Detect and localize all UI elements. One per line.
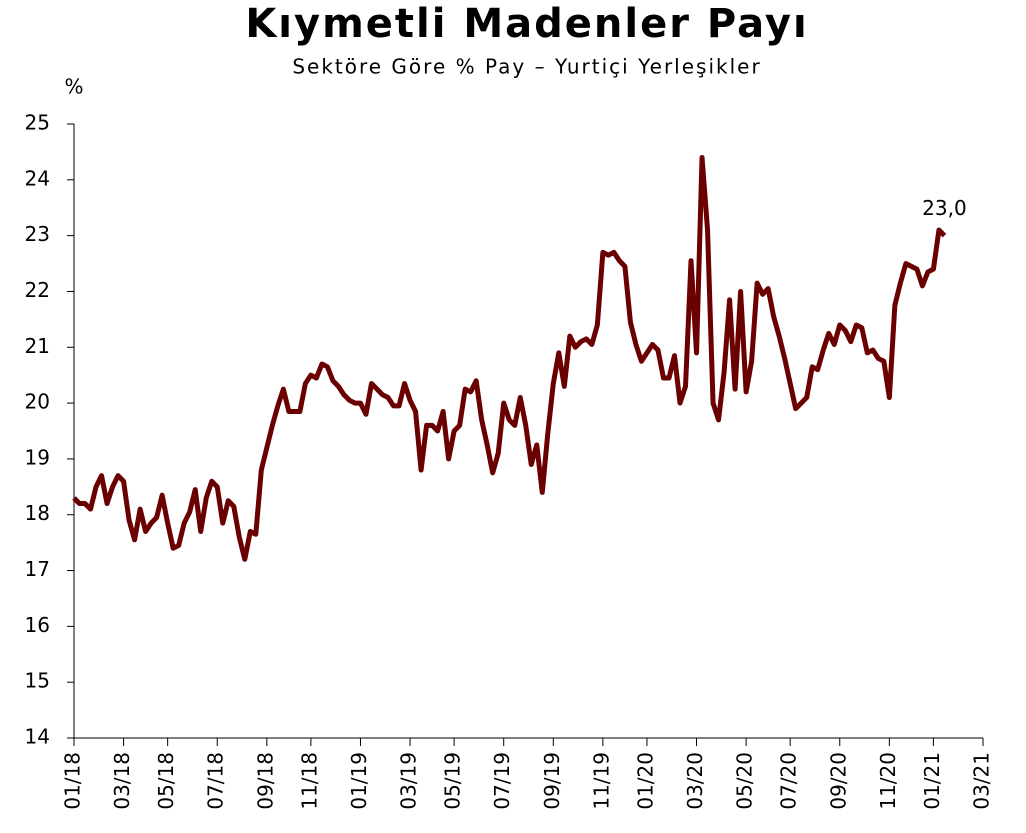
chart-title: Kıymetli Madenler Payı bbox=[245, 1, 808, 47]
y-tick-label: 14 bbox=[25, 725, 50, 749]
y-tick-label: 25 bbox=[25, 111, 50, 135]
x-tick-label: 09/20 bbox=[826, 752, 850, 810]
x-tick-label: 03/21 bbox=[970, 752, 994, 810]
x-tick-label: 11/19 bbox=[589, 752, 613, 810]
x-tick-label: 03/20 bbox=[683, 752, 707, 810]
x-tick-label: 07/18 bbox=[204, 752, 228, 810]
y-tick-label: 21 bbox=[25, 334, 50, 358]
x-tick-label: 07/20 bbox=[777, 752, 801, 810]
x-tick-label: 03/18 bbox=[110, 752, 134, 810]
y-axis-label: % bbox=[64, 75, 83, 99]
y-tick-label: 18 bbox=[25, 501, 50, 525]
y-tick-label: 23 bbox=[25, 222, 50, 246]
x-tick-label: 05/19 bbox=[441, 752, 465, 810]
y-tick-label: 15 bbox=[25, 669, 50, 693]
y-tick-label: 24 bbox=[25, 166, 50, 190]
x-tick-label: 01/21 bbox=[920, 752, 944, 810]
x-tick-label: 09/18 bbox=[253, 752, 277, 810]
y-tick-label: 17 bbox=[25, 557, 50, 581]
line-series bbox=[72, 154, 947, 562]
x-tick-label: 11/20 bbox=[876, 752, 900, 810]
x-tick-label: 05/20 bbox=[733, 752, 757, 810]
chart-subtitle: Sektöre Göre % Pay – Yurtiçi Yerleşikler bbox=[292, 55, 761, 79]
x-tick-label: 01/18 bbox=[61, 752, 85, 810]
x-tick-label: 07/19 bbox=[490, 752, 514, 810]
y-tick-label: 16 bbox=[25, 613, 50, 637]
data-label: 23,0 bbox=[922, 196, 967, 220]
y-tick-label: 22 bbox=[25, 278, 50, 302]
x-tick-label: 01/20 bbox=[633, 752, 657, 810]
y-tick-label: 20 bbox=[25, 390, 50, 414]
x-tick-label: 09/19 bbox=[540, 752, 564, 810]
x-tick-label: 05/18 bbox=[154, 752, 178, 810]
x-tick-label: 03/19 bbox=[397, 752, 421, 810]
x-tick-label: 11/18 bbox=[297, 752, 321, 810]
y-tick-label: 19 bbox=[25, 445, 50, 469]
x-tick-label: 01/19 bbox=[347, 752, 371, 810]
